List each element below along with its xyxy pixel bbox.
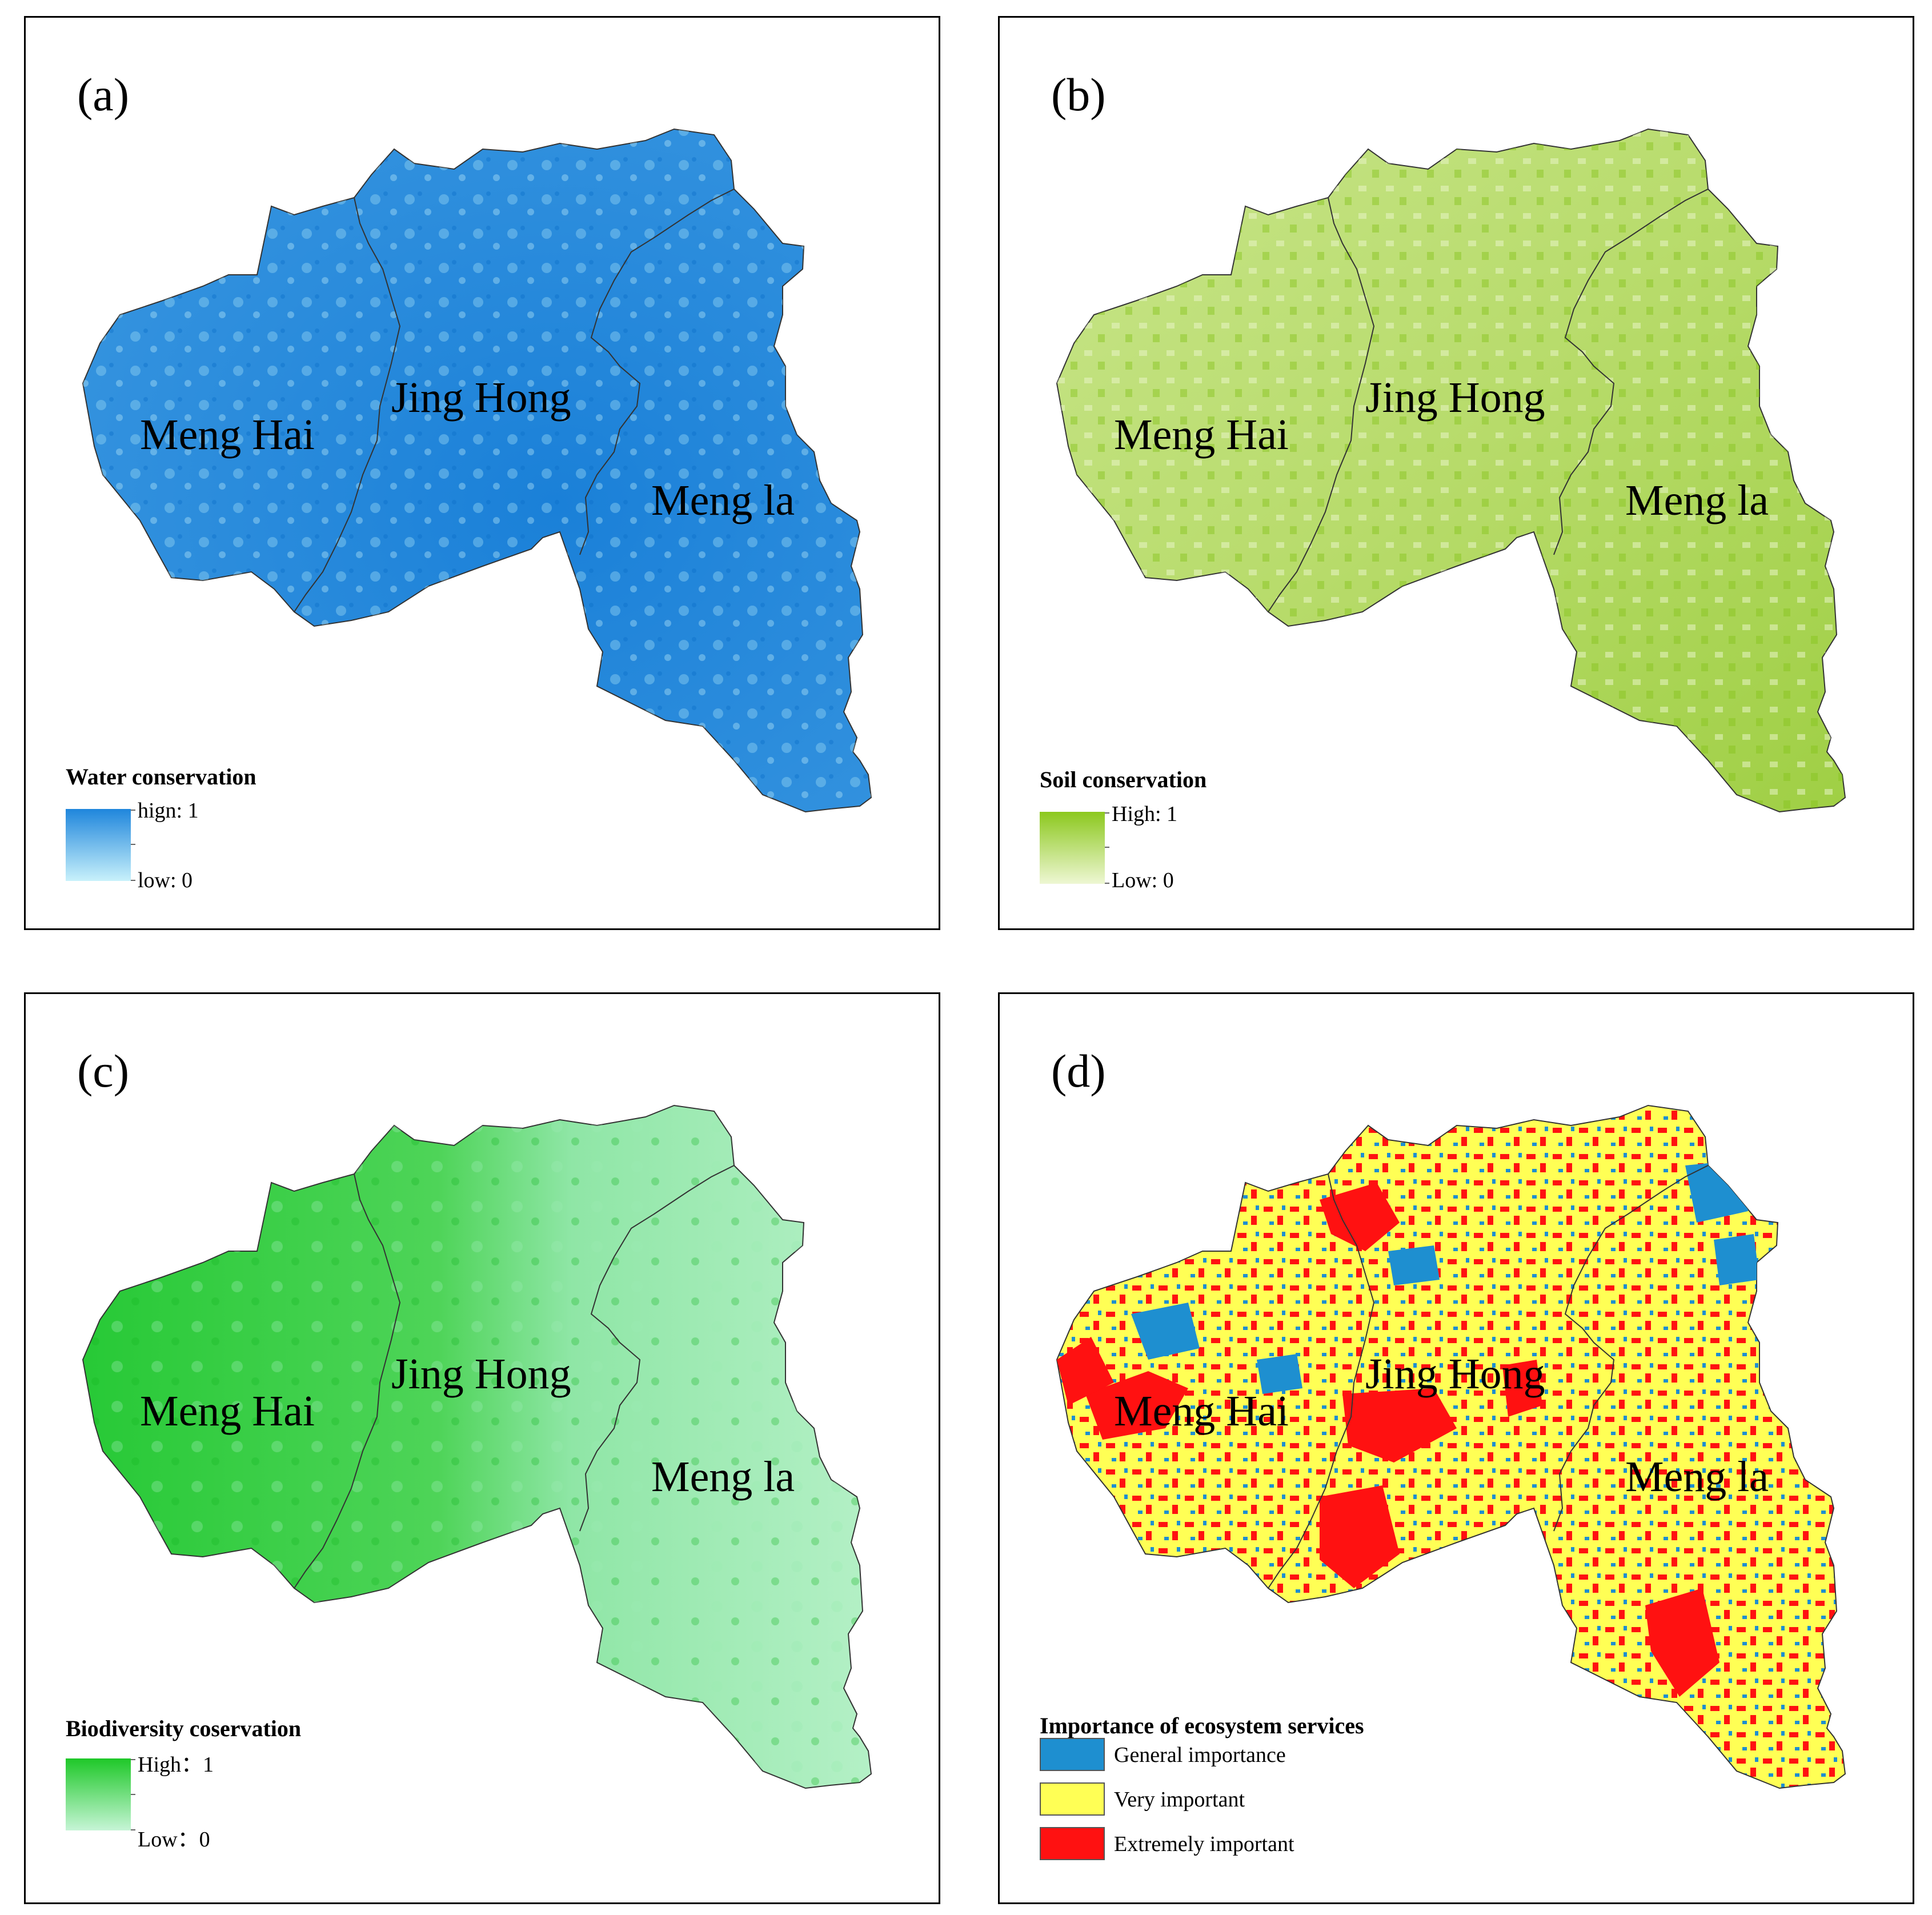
ecosystem-importance-map: Meng Hai Jing Hong Meng la: [1056, 1105, 1846, 1789]
region-label-meng-la: Meng la: [1625, 1453, 1769, 1501]
legend-high-label: High：1: [138, 1753, 214, 1777]
legend-title: Biodiversity coservation: [66, 1716, 302, 1741]
region-label-meng-la: Meng la: [651, 476, 795, 524]
legend-color-ramp: [66, 1758, 131, 1830]
soil-conservation-panel: Meng Hai Jing Hong Meng la (b) Soil cons…: [998, 16, 1914, 930]
legend-label-very: Very important: [1114, 1788, 1245, 1812]
panel-label: (a): [77, 69, 130, 121]
region-label-jing-hong: Jing Hong: [391, 1350, 571, 1398]
region-label-meng-hai: Meng Hai: [140, 411, 315, 459]
biodiversity-conservation-panel: Meng Hai Jing Hong Meng la (c) Biodivers…: [24, 992, 940, 1904]
water-conservation-map: Meng Hai Jing Hong Meng la: [82, 129, 872, 812]
region-label-meng-hai: Meng Hai: [1114, 411, 1289, 459]
legend-color-ramp: [1040, 812, 1105, 884]
legend-swatch-general: [1040, 1738, 1105, 1771]
legend-swatch-extremely: [1040, 1827, 1105, 1860]
region-label-meng-la: Meng la: [1625, 476, 1769, 524]
legend-high-label: hign: 1: [138, 799, 199, 823]
legend-swatch-very: [1040, 1782, 1105, 1816]
legend-title: Importance of ecosystem services: [1040, 1713, 1364, 1738]
panel-label: (c): [77, 1045, 130, 1097]
water-conservation-panel: Meng Hai Jing Hong Meng la (a) Water con…: [24, 16, 940, 930]
legend-low-label: Low：0: [138, 1828, 210, 1852]
legend-label-extremely: Extremely important: [1114, 1832, 1294, 1856]
panel-label: (b): [1051, 69, 1106, 121]
soil-conservation-map: Meng Hai Jing Hong Meng la: [1056, 129, 1846, 812]
region-label-meng-hai: Meng Hai: [140, 1387, 315, 1435]
region-label-jing-hong: Jing Hong: [1365, 374, 1545, 422]
region-label-meng-hai: Meng Hai: [1114, 1387, 1289, 1435]
legend-low-label: Low: 0: [1112, 868, 1174, 892]
legend-low-label: low: 0: [138, 868, 193, 892]
panel-label: (d): [1051, 1045, 1106, 1097]
biodiversity-conservation-map: Meng Hai Jing Hong Meng la: [82, 1105, 872, 1789]
region-label-jing-hong: Jing Hong: [391, 374, 571, 422]
legend-title: Water conservation: [66, 764, 256, 790]
legend-label-general: General importance: [1114, 1743, 1286, 1767]
ecosystem-importance-panel: Meng Hai Jing Hong Meng la (d) Importanc…: [998, 992, 1914, 1904]
legend-high-label: High: 1: [1112, 802, 1178, 826]
region-label-meng-la: Meng la: [651, 1453, 795, 1501]
region-label-jing-hong: Jing Hong: [1365, 1350, 1545, 1398]
legend-color-ramp: [66, 809, 131, 881]
legend-title: Soil conservation: [1040, 767, 1207, 792]
